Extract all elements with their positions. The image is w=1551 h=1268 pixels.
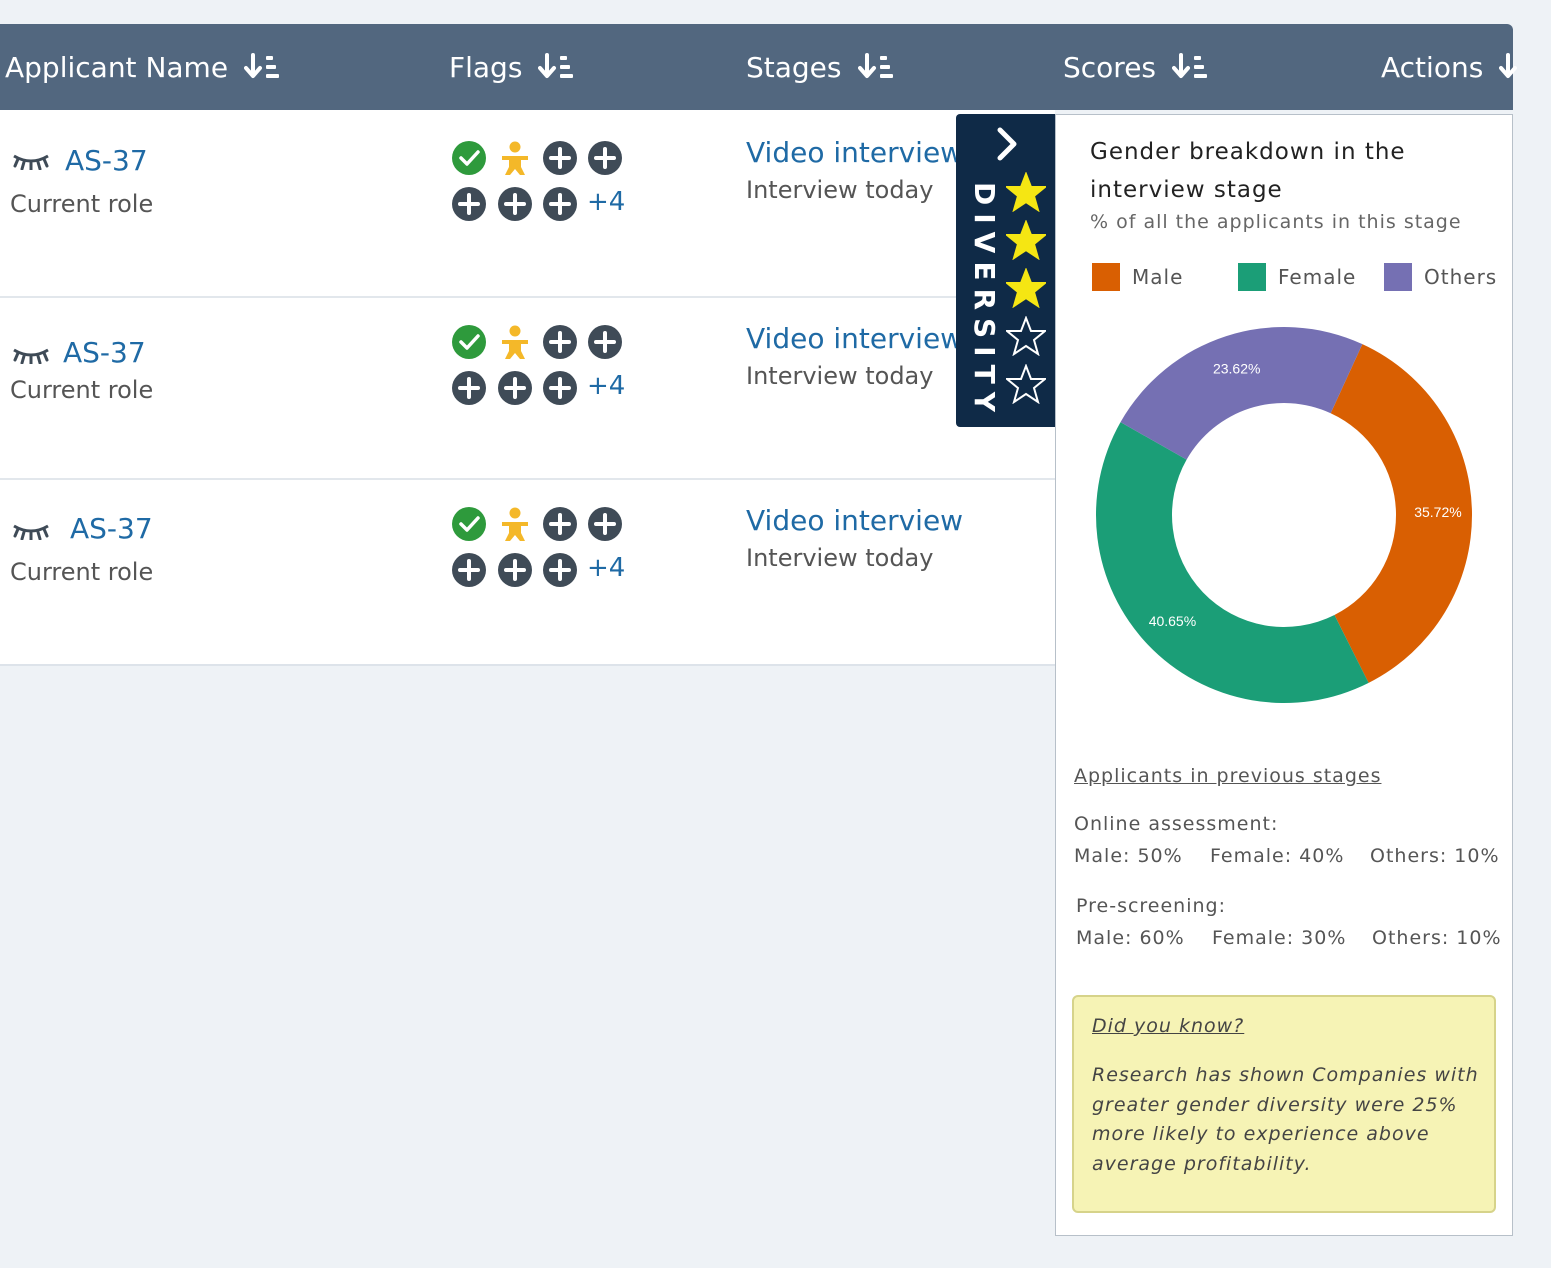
panel-title: Gender breakdown in the interview stage xyxy=(1090,139,1406,203)
legend-label: Female xyxy=(1278,265,1357,289)
chevron-right-icon[interactable] xyxy=(994,126,1020,162)
online-assessment-heading: Online assessment: xyxy=(1074,813,1279,835)
column-label: Actions xyxy=(1381,50,1484,84)
online-others-value: Others: 10% xyxy=(1370,845,1500,867)
plus-circle-icon[interactable] xyxy=(542,552,578,588)
prescreening-heading: Pre-screening: xyxy=(1076,895,1227,917)
applicant-id-link[interactable]: AS-37 xyxy=(63,336,146,369)
applicant-table-body: AS-37 Current role +4 Video interview In… xyxy=(0,110,1055,666)
plus-circle-icon[interactable] xyxy=(542,324,578,360)
stage-link[interactable]: Video interview xyxy=(746,322,964,355)
legend-item-male: Male xyxy=(1092,263,1183,291)
star-filled-icon xyxy=(1006,172,1046,212)
panel-subtitle: % of all the applicants in this stage xyxy=(1090,211,1462,233)
column-label: Flags xyxy=(449,50,523,84)
tip-body: Research has shown Companies with greate… xyxy=(1092,1064,1479,1175)
column-header-actions[interactable]: Actions xyxy=(1381,24,1518,110)
table-row[interactable]: AS-37 Current role +4 Video interview In… xyxy=(0,298,1055,480)
closed-eye-icon[interactable] xyxy=(12,344,50,368)
person-icon[interactable] xyxy=(497,140,533,176)
column-header-flags[interactable]: Flags xyxy=(449,24,576,110)
did-you-know-callout: Did you know? Research has shown Compani… xyxy=(1072,995,1496,1213)
donut-slice-female[interactable] xyxy=(1096,422,1369,703)
plus-circle-icon[interactable] xyxy=(451,370,487,406)
column-label: Stages xyxy=(746,50,842,84)
check-circle-icon[interactable] xyxy=(451,506,487,542)
plus-circle-icon[interactable] xyxy=(542,140,578,176)
plus-circle-icon[interactable] xyxy=(497,552,533,588)
sort-icon[interactable] xyxy=(857,52,896,82)
legend-label: Others xyxy=(1424,265,1498,289)
applicant-id-link[interactable]: AS-37 xyxy=(65,144,148,177)
plus-circle-icon[interactable] xyxy=(451,552,487,588)
plus-circle-icon[interactable] xyxy=(497,370,533,406)
applicant-id-link[interactable]: AS-37 xyxy=(70,512,153,545)
plus-circle-icon[interactable] xyxy=(451,186,487,222)
tip-heading[interactable]: Did you know? xyxy=(1092,1015,1245,1037)
donut-data-label: 23.62% xyxy=(1213,360,1260,376)
plus-circle-icon[interactable] xyxy=(542,506,578,542)
prescreen-male-value: Male: 60% xyxy=(1076,927,1185,949)
stage-status: Interview today xyxy=(746,362,934,390)
table-header: Applicant Name Flags Stages Scores Actio… xyxy=(0,24,1518,110)
sort-icon[interactable] xyxy=(1499,52,1518,82)
donut-slice-male[interactable] xyxy=(1330,344,1472,683)
legend-item-female: Female xyxy=(1238,263,1356,291)
column-label: Scores xyxy=(1063,50,1157,84)
closed-eye-icon[interactable] xyxy=(12,150,50,174)
star-empty-icon xyxy=(1006,364,1046,404)
online-female-value: Female: 40% xyxy=(1210,845,1345,867)
closed-eye-icon[interactable] xyxy=(12,520,50,544)
check-circle-icon[interactable] xyxy=(451,140,487,176)
gender-breakdown-panel: Gender breakdown in the interview stage … xyxy=(1055,114,1513,1236)
legend-label: Male xyxy=(1132,265,1184,289)
stage-link[interactable]: Video interview xyxy=(746,504,964,537)
gender-donut-chart: 35.72% 40.65% 23.62% xyxy=(1096,326,1472,703)
more-flags-count[interactable]: +4 xyxy=(587,187,626,217)
prescreen-others-value: Others: 10% xyxy=(1372,927,1502,949)
column-header-stages[interactable]: Stages xyxy=(746,24,896,110)
current-role: Current role xyxy=(10,190,154,218)
check-circle-icon[interactable] xyxy=(451,324,487,360)
previous-stages-link[interactable]: Applicants in previous stages xyxy=(1074,765,1382,787)
current-role: Current role xyxy=(10,376,154,404)
diversity-label: DIVERSITY xyxy=(968,182,1001,420)
sort-icon[interactable] xyxy=(538,52,576,82)
sort-icon[interactable] xyxy=(244,52,282,82)
diversity-tab[interactable]: DIVERSITY xyxy=(956,114,1055,427)
table-row[interactable]: AS-37 Current role +4 Video interview In… xyxy=(0,110,1055,298)
stage-status: Interview today xyxy=(746,544,934,572)
person-icon[interactable] xyxy=(497,324,533,360)
stage-link[interactable]: Video interview xyxy=(746,136,964,169)
sort-icon[interactable] xyxy=(1172,52,1210,82)
plus-circle-icon[interactable] xyxy=(587,506,623,542)
plus-circle-icon[interactable] xyxy=(497,186,533,222)
column-header-scores[interactable]: Scores xyxy=(1063,24,1210,110)
current-role: Current role xyxy=(10,558,154,586)
star-empty-icon xyxy=(1006,316,1046,356)
stage-status: Interview today xyxy=(746,176,934,204)
table-row[interactable]: AS-37 Current role +4 Video interview In… xyxy=(0,480,1055,662)
person-icon[interactable] xyxy=(497,506,533,542)
more-flags-count[interactable]: +4 xyxy=(587,371,626,401)
plus-circle-icon[interactable] xyxy=(587,140,623,176)
prescreen-female-value: Female: 30% xyxy=(1212,927,1347,949)
donut-data-label: 35.72% xyxy=(1414,504,1461,520)
donut-data-label: 40.65% xyxy=(1149,613,1196,629)
star-filled-icon xyxy=(1006,268,1046,308)
online-male-value: Male: 50% xyxy=(1074,845,1183,867)
plus-circle-icon[interactable] xyxy=(542,186,578,222)
legend-item-others: Others xyxy=(1384,263,1497,291)
star-filled-icon xyxy=(1006,220,1046,260)
column-label: Applicant Name xyxy=(5,50,229,84)
plus-circle-icon[interactable] xyxy=(542,370,578,406)
column-header-applicant-name[interactable]: Applicant Name xyxy=(5,24,282,110)
donut-slice-others[interactable] xyxy=(1120,326,1363,460)
legend-swatch xyxy=(1238,263,1266,291)
more-flags-count[interactable]: +4 xyxy=(587,553,626,583)
plus-circle-icon[interactable] xyxy=(587,324,623,360)
legend-swatch xyxy=(1384,263,1412,291)
legend-swatch xyxy=(1092,263,1120,291)
